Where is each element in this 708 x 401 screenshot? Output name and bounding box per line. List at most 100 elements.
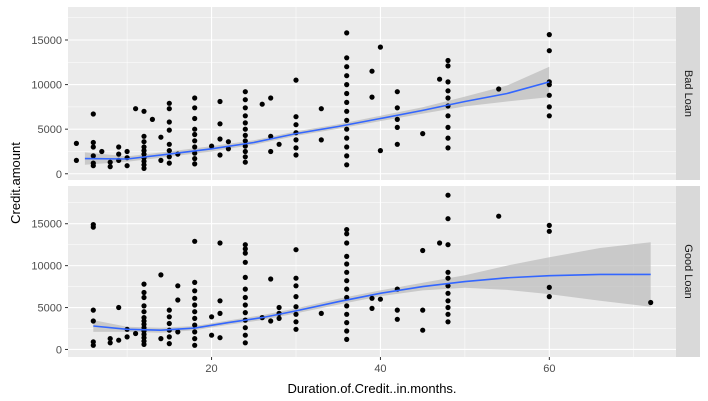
data-point	[242, 340, 248, 346]
data-point	[192, 336, 198, 342]
data-point	[293, 319, 299, 325]
data-point	[445, 113, 451, 119]
data-point	[141, 165, 147, 171]
data-point	[192, 105, 198, 111]
data-point	[158, 272, 164, 278]
data-point	[293, 283, 299, 289]
data-point	[546, 222, 552, 228]
data-point	[318, 106, 324, 112]
data-point	[293, 122, 299, 128]
y-tick-label: 10000	[31, 261, 62, 273]
data-point	[268, 133, 274, 139]
data-point	[192, 115, 198, 122]
data-point	[192, 342, 198, 348]
data-point	[394, 141, 400, 147]
data-point	[445, 319, 451, 325]
data-point	[293, 77, 299, 83]
data-point	[141, 108, 147, 114]
data-point	[369, 295, 375, 301]
data-point	[141, 144, 147, 150]
data-point	[209, 314, 215, 320]
data-point	[369, 305, 375, 311]
data-point	[141, 303, 147, 309]
facet-panel: 0 5000 10000 15000 Good Loan	[31, 186, 700, 357]
data-point	[276, 315, 282, 321]
data-point	[394, 89, 400, 95]
data-point	[141, 139, 147, 145]
data-point	[116, 144, 122, 150]
data-point	[192, 302, 198, 308]
data-point	[242, 325, 248, 331]
data-point	[293, 304, 299, 310]
data-point	[242, 302, 248, 308]
data-point	[90, 144, 96, 150]
data-point	[496, 213, 502, 219]
data-point	[242, 246, 248, 252]
data-point	[344, 55, 350, 61]
data-point	[344, 261, 350, 267]
data-point	[369, 94, 375, 100]
data-point	[141, 289, 147, 296]
data-point	[116, 304, 122, 311]
data-point	[217, 98, 223, 105]
data-point	[217, 298, 223, 304]
data-point	[166, 320, 172, 327]
data-point	[268, 148, 274, 155]
data-point	[73, 140, 79, 146]
data-point	[107, 164, 113, 170]
data-point	[141, 309, 147, 315]
y-axis-title: Credit.amount	[8, 142, 23, 224]
smooth-trend-line	[84, 81, 550, 160]
data-point	[344, 320, 350, 326]
data-point	[546, 48, 552, 54]
data-point	[99, 148, 105, 155]
data-point	[166, 127, 172, 133]
facet-strip	[676, 186, 700, 357]
data-point	[394, 105, 400, 111]
data-point	[90, 153, 96, 159]
data-point	[124, 148, 130, 155]
data-point	[546, 31, 552, 38]
data-point	[318, 137, 324, 143]
data-point	[445, 304, 451, 311]
data-point	[124, 334, 130, 340]
data-point	[166, 154, 172, 160]
data-point	[141, 133, 147, 139]
y-tick-label: 0	[56, 344, 62, 356]
data-point	[420, 307, 426, 313]
data-point	[259, 101, 265, 107]
data-point	[192, 238, 198, 244]
y-tick-label: 5000	[38, 303, 62, 315]
data-point	[445, 145, 451, 151]
data-point	[445, 242, 451, 248]
data-point	[90, 307, 96, 313]
data-point	[192, 288, 198, 294]
y-tick-label: 5000	[38, 124, 62, 136]
data-point	[141, 148, 147, 154]
data-point	[192, 279, 198, 285]
data-point	[166, 314, 172, 320]
data-point	[420, 131, 426, 137]
data-point	[192, 295, 198, 301]
data-point	[141, 294, 147, 301]
data-point	[445, 79, 451, 85]
data-point	[242, 274, 248, 280]
data-point	[217, 335, 223, 341]
data-point	[445, 95, 451, 101]
data-point	[293, 247, 299, 253]
data-point	[175, 283, 181, 289]
data-point	[268, 276, 274, 282]
facet-panel: 0 5000 10000 15000 Bad Loan	[31, 7, 700, 181]
data-point	[344, 126, 350, 132]
data-point	[344, 231, 350, 237]
data-point	[242, 242, 248, 248]
data-point	[344, 294, 350, 301]
data-point	[141, 281, 147, 287]
data-point	[158, 336, 164, 342]
data-point	[293, 311, 299, 317]
data-point	[166, 334, 172, 340]
data-point	[293, 114, 299, 120]
data-point	[217, 310, 223, 316]
data-point	[192, 322, 198, 328]
data-point	[445, 124, 451, 130]
